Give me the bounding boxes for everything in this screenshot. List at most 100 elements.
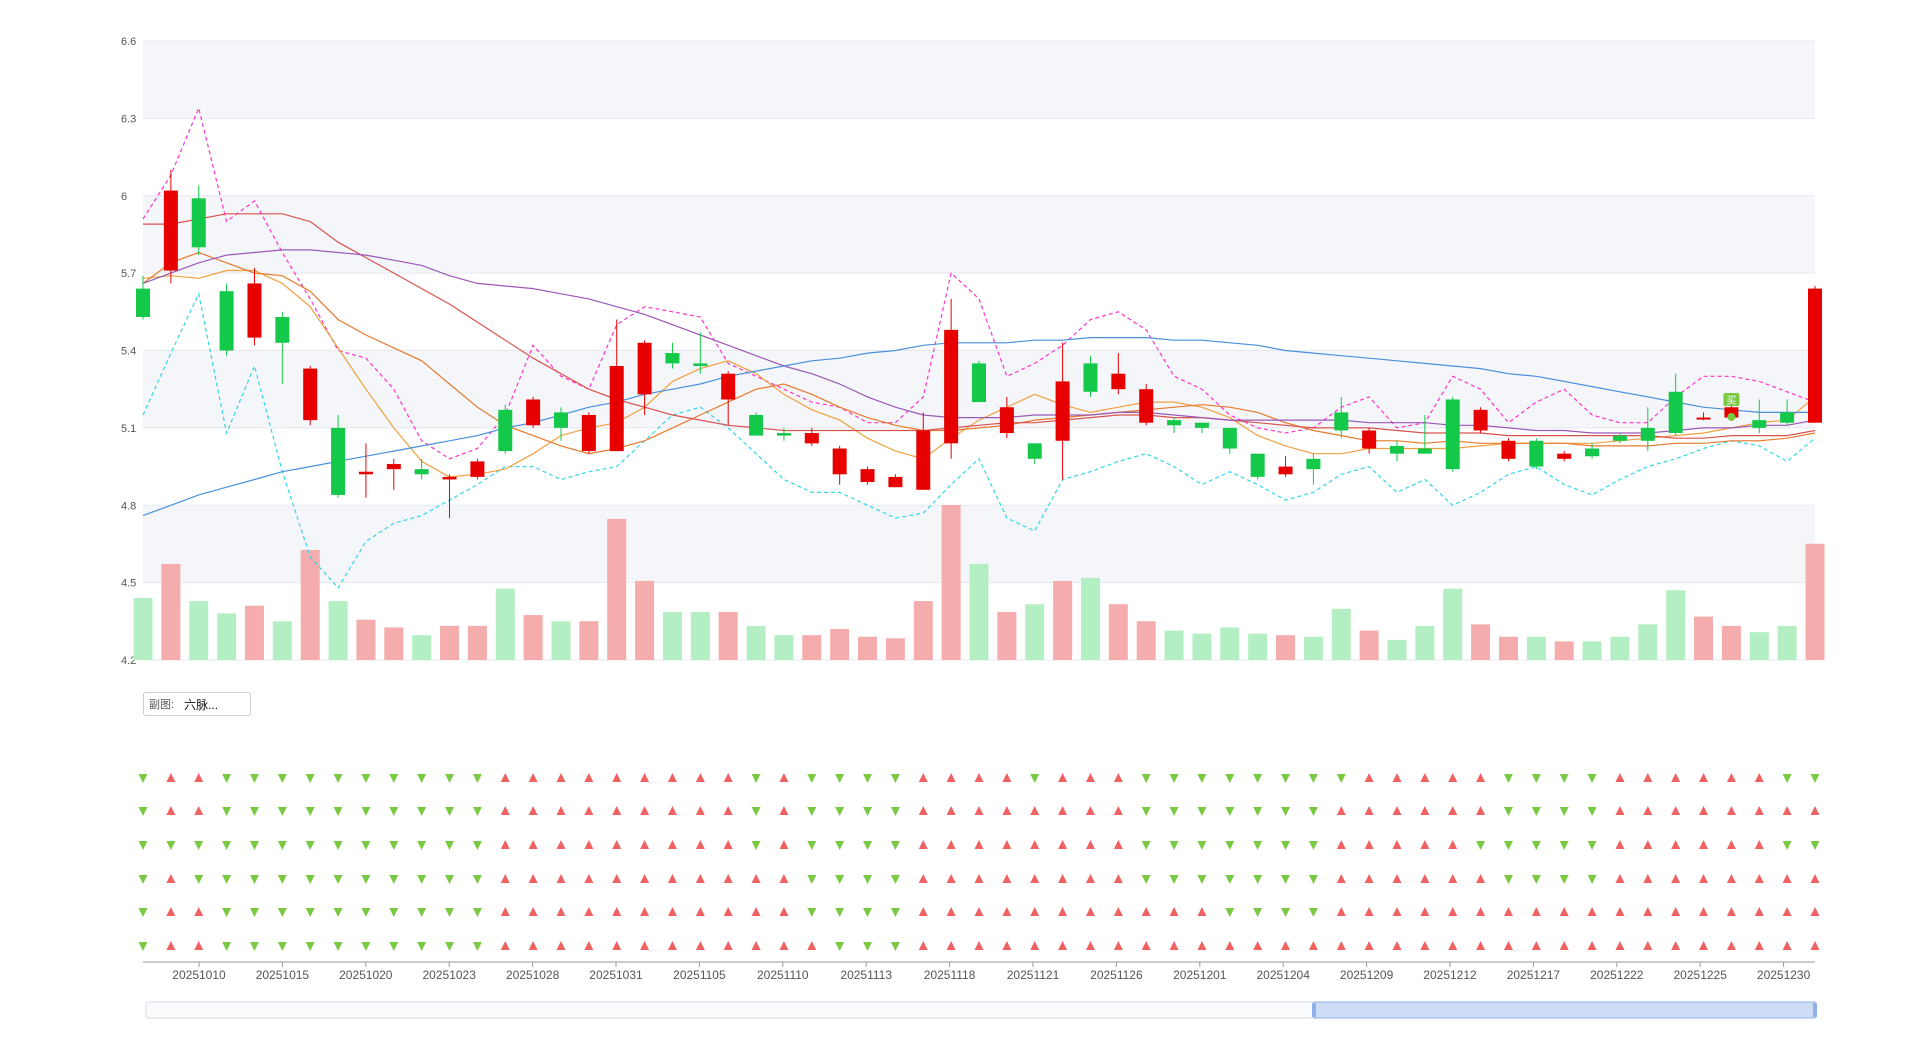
signal-down-marker [807,908,817,917]
signal-up-marker [695,874,705,883]
signal-up-marker [584,941,594,950]
signal-up-marker [1476,907,1486,916]
signal-up-marker [1002,907,1012,916]
signal-up-marker [1643,874,1653,883]
signal-down-marker [1141,875,1151,884]
signal-down-marker [1503,774,1513,783]
y-tick-label: 4.5 [121,578,136,590]
signal-down-marker [166,841,176,850]
signal-up-marker [1782,806,1792,815]
signal-up-marker [974,941,984,950]
volume-bar [1554,641,1574,660]
signal-up-marker [974,907,984,916]
signal-down-marker [751,807,761,816]
signal-up-marker [1030,941,1040,950]
signal-up-marker [695,840,705,849]
volume-bar [133,598,153,660]
volume-bar [272,621,292,660]
signal-up-marker [1392,907,1402,916]
signal-down-marker [807,875,817,884]
signal-up-marker [1113,773,1123,782]
signal-down-marker [222,908,232,917]
signal-down-marker [1169,807,1179,816]
signal-down-marker [333,841,343,850]
signal-down-marker [277,841,287,850]
signal-down-marker [249,774,259,783]
signal-up-marker [723,840,733,849]
signal-up-marker [1058,806,1068,815]
volume-bar [1387,639,1407,660]
signal-up-marker [1197,941,1207,950]
volume-bar [1805,543,1825,660]
candle-body [191,198,206,248]
signal-down-marker [305,841,315,850]
signal-down-marker [890,807,900,816]
signal-down-marker [1308,774,1318,783]
signal-up-marker [1197,907,1207,916]
signal-down-marker [863,908,873,917]
signal-down-marker [138,875,148,884]
signal-up-marker [1392,874,1402,883]
volume-bar [384,627,404,660]
signal-up-marker [1336,806,1346,815]
signal-down-marker [472,841,482,850]
signal-up-marker [166,907,176,916]
signal-down-marker [1531,807,1541,816]
signal-up-marker [584,907,594,916]
signal-up-marker [1531,907,1541,916]
subchart-selector[interactable]: 副图: 六脉... [143,692,251,716]
signal-up-marker [1476,874,1486,883]
signal-up-marker [946,907,956,916]
volume-bar [1136,621,1156,660]
signal-up-marker [1085,874,1095,883]
signal-down-marker [1141,774,1151,783]
signal-up-marker [667,874,677,883]
signal-down-marker [1587,774,1597,783]
volume-bar [356,619,376,660]
signal-down-marker [1587,807,1597,816]
signal-up-marker [1420,806,1430,815]
x-tick-label: 20251028 [506,968,560,982]
signal-down-marker [305,942,315,951]
signal-up-marker [500,907,510,916]
signal-up-marker [1726,773,1736,782]
signal-down-marker [1225,841,1235,850]
signal-up-marker [918,874,928,883]
candle-body [1724,407,1739,418]
volume-bar [523,615,543,660]
signal-up-marker [1030,806,1040,815]
candle-body [554,412,568,428]
signal-down-marker [1030,774,1040,783]
signal-up-marker [1420,907,1430,916]
y-tick-label: 6.3 [121,113,136,125]
signal-down-marker [890,875,900,884]
signal-up-marker [974,773,984,782]
signal-down-marker [1253,908,1263,917]
signal-up-marker [1364,874,1374,883]
volume-bar [1415,625,1435,660]
signal-up-marker [1615,941,1625,950]
x-tick-label: 20251105 [673,968,726,982]
candle-body [1529,440,1544,467]
signal-down-marker [1531,875,1541,884]
candle-body [1668,391,1683,434]
y-tick-label: 6.6 [121,36,136,48]
signal-down-marker [1141,807,1151,816]
signal-down-marker [333,942,343,951]
signal-up-marker [1002,773,1012,782]
volume-bar [1471,624,1491,660]
signal-up-marker [918,773,928,782]
signal-down-marker [1810,774,1820,783]
signal-up-marker [1699,941,1709,950]
candle-body [944,329,959,444]
signal-up-marker [1225,941,1235,950]
signal-down-marker [277,774,287,783]
signal-up-marker [1671,840,1681,849]
subchart-value[interactable]: 六脉... [184,697,219,712]
signal-up-marker [1364,840,1374,849]
signal-up-marker [556,874,566,883]
x-tick-label: 20251113 [840,968,892,982]
signal-down-marker [417,942,427,951]
candle-body [1167,420,1182,426]
x-tick-label: 20251110 [757,968,809,982]
